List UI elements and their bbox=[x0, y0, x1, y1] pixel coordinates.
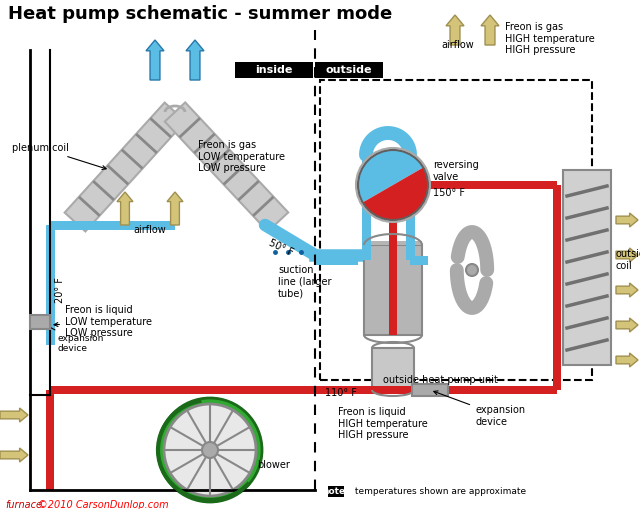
Wedge shape bbox=[363, 167, 428, 220]
Polygon shape bbox=[167, 192, 183, 225]
Polygon shape bbox=[117, 192, 133, 225]
Text: 110° F: 110° F bbox=[325, 388, 357, 398]
Circle shape bbox=[202, 442, 218, 458]
Bar bbox=[389, 150, 397, 335]
Text: plenum coil: plenum coil bbox=[12, 143, 106, 169]
Text: Heat pump schematic - summer mode: Heat pump schematic - summer mode bbox=[8, 5, 392, 23]
Bar bbox=[406, 155, 415, 260]
Polygon shape bbox=[164, 102, 288, 232]
Text: airflow: airflow bbox=[442, 40, 474, 50]
Bar bbox=[410, 256, 428, 265]
Text: note:: note: bbox=[323, 487, 349, 495]
Bar bbox=[328, 486, 344, 497]
Polygon shape bbox=[0, 408, 28, 422]
Wedge shape bbox=[358, 150, 423, 203]
Bar bbox=[428, 181, 557, 189]
Text: 50° F: 50° F bbox=[267, 238, 294, 258]
Text: inside: inside bbox=[255, 65, 292, 75]
Text: 150° F: 150° F bbox=[433, 188, 465, 198]
Text: suction
line (larger
tube): suction line (larger tube) bbox=[278, 265, 332, 298]
Bar bbox=[362, 155, 371, 260]
Bar bbox=[50, 386, 330, 394]
Polygon shape bbox=[186, 40, 204, 80]
Text: Freon is liquid
LOW temperature
LOW pressure: Freon is liquid LOW temperature LOW pres… bbox=[54, 305, 152, 338]
Circle shape bbox=[356, 148, 430, 222]
Bar bbox=[320, 80, 592, 380]
Text: expansion
device: expansion device bbox=[44, 324, 104, 353]
Text: blower: blower bbox=[257, 460, 290, 470]
Polygon shape bbox=[65, 103, 186, 232]
Text: Freon is gas
HIGH temperature
HIGH pressure: Freon is gas HIGH temperature HIGH press… bbox=[505, 22, 595, 55]
Polygon shape bbox=[616, 213, 638, 227]
Bar bbox=[372, 348, 414, 390]
Text: expansion
device: expansion device bbox=[434, 391, 525, 427]
Polygon shape bbox=[616, 283, 638, 297]
Text: Freon is liquid
HIGH temperature
HIGH pressure: Freon is liquid HIGH temperature HIGH pr… bbox=[338, 407, 428, 440]
Bar bbox=[50, 220, 175, 230]
Bar bbox=[412, 384, 448, 396]
Bar bbox=[46, 390, 54, 490]
Polygon shape bbox=[481, 15, 499, 45]
Bar bbox=[364, 241, 422, 245]
Polygon shape bbox=[446, 15, 464, 45]
Polygon shape bbox=[616, 248, 638, 262]
Bar bbox=[45, 225, 54, 345]
Bar bbox=[315, 62, 383, 78]
Text: furnace: furnace bbox=[5, 500, 42, 509]
Bar bbox=[30, 315, 50, 329]
Text: Freon is gas
LOW temperature
LOW pressure: Freon is gas LOW temperature LOW pressur… bbox=[198, 140, 285, 173]
Polygon shape bbox=[146, 40, 164, 80]
Circle shape bbox=[164, 404, 256, 496]
Text: reversing
valve: reversing valve bbox=[433, 160, 479, 182]
Text: temperatures shown are approximate: temperatures shown are approximate bbox=[352, 487, 526, 495]
Text: 20° F: 20° F bbox=[55, 277, 65, 303]
Bar bbox=[364, 245, 422, 335]
Polygon shape bbox=[0, 448, 28, 462]
Text: outside heat pump unit: outside heat pump unit bbox=[383, 375, 497, 385]
Bar bbox=[553, 185, 561, 390]
Bar bbox=[563, 170, 611, 365]
Polygon shape bbox=[616, 353, 638, 367]
Text: outside
coil: outside coil bbox=[615, 249, 640, 271]
Text: ©2010 CarsonDunlop.com: ©2010 CarsonDunlop.com bbox=[38, 500, 168, 509]
Polygon shape bbox=[616, 318, 638, 332]
Text: outside: outside bbox=[326, 65, 372, 75]
Bar bbox=[315, 256, 358, 265]
Bar bbox=[330, 386, 557, 394]
Text: airflow: airflow bbox=[134, 225, 166, 235]
Circle shape bbox=[158, 398, 262, 502]
Bar bbox=[235, 62, 313, 78]
Circle shape bbox=[466, 264, 478, 276]
